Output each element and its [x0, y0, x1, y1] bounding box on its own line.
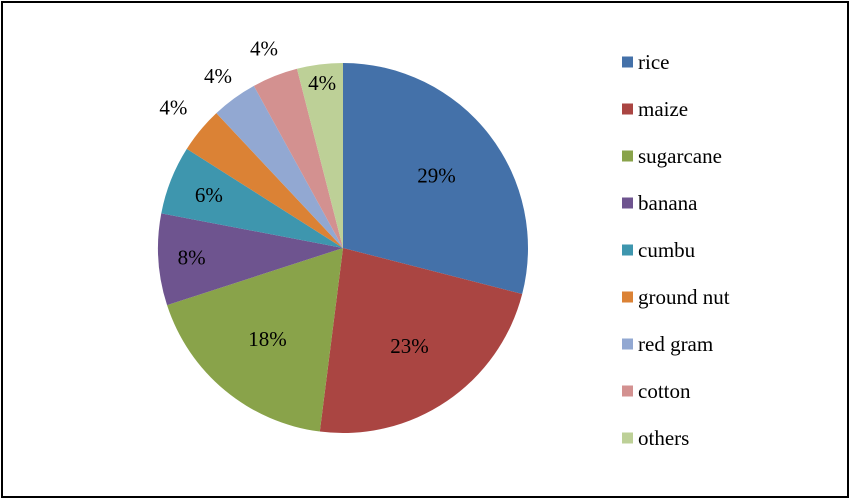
slice-label-others: 4% — [308, 71, 336, 95]
legend-swatch — [622, 150, 633, 162]
legend-swatch — [622, 197, 633, 209]
legend-item-red-gram: red gram — [622, 332, 713, 356]
legend-swatch — [622, 244, 633, 256]
legend-swatch — [622, 432, 633, 444]
legend-item-cotton: cotton — [622, 379, 691, 403]
legend-item-ground-nut: ground nut — [622, 285, 730, 309]
legend-item-others: others — [622, 426, 689, 450]
legend-swatch — [622, 291, 633, 303]
pie-slices — [157, 63, 528, 434]
legend-label: others — [638, 426, 689, 450]
slice-label-cumbu: 6% — [195, 183, 223, 207]
slice-cotton — [253, 68, 343, 248]
legend-swatch — [622, 338, 633, 350]
legend-label: rice — [638, 50, 669, 74]
legend-label: banana — [638, 191, 698, 215]
slice-label-sugarcane: 18% — [248, 327, 287, 351]
slice-label-maize: 23% — [390, 334, 429, 358]
legend-label: ground nut — [638, 285, 730, 309]
slice-sugarcane — [167, 248, 343, 432]
slice-others — [296, 63, 343, 248]
legend-item-sugarcane: sugarcane — [622, 144, 722, 168]
slice-label-ground-nut: 4% — [159, 96, 187, 120]
legend-label: sugarcane — [638, 144, 722, 168]
legend-label: cumbu — [638, 238, 696, 262]
legend-label: maize — [638, 97, 688, 121]
slice-label-red-gram: 4% — [204, 64, 232, 88]
legend-swatch — [622, 103, 633, 115]
legend-swatch — [622, 56, 633, 68]
slice-rice — [343, 63, 528, 295]
slice-label-rice: 29% — [417, 163, 456, 187]
slice-red-gram — [216, 85, 343, 248]
legend-item-cumbu: cumbu — [622, 238, 696, 262]
slice-labels: 29% 23% 18% 8% 6% 4% 4% 4% 4% — [159, 36, 455, 357]
legend-label: red gram — [638, 332, 713, 356]
legend-item-maize: maize — [622, 97, 688, 121]
legend-item-rice: rice — [622, 50, 669, 74]
legend-item-banana: banana — [622, 191, 698, 215]
legend-swatch — [622, 385, 633, 397]
slice-maize — [319, 248, 523, 434]
slice-cumbu — [161, 148, 343, 248]
legend-label: cotton — [638, 379, 691, 403]
slice-banana — [157, 213, 343, 306]
slice-label-banana: 8% — [178, 246, 206, 270]
slice-ground-nut — [186, 113, 343, 248]
legend: rice maize sugarcane banana cumbu ground nut r… — [622, 50, 730, 450]
slice-label-cotton: 4% — [250, 36, 278, 60]
